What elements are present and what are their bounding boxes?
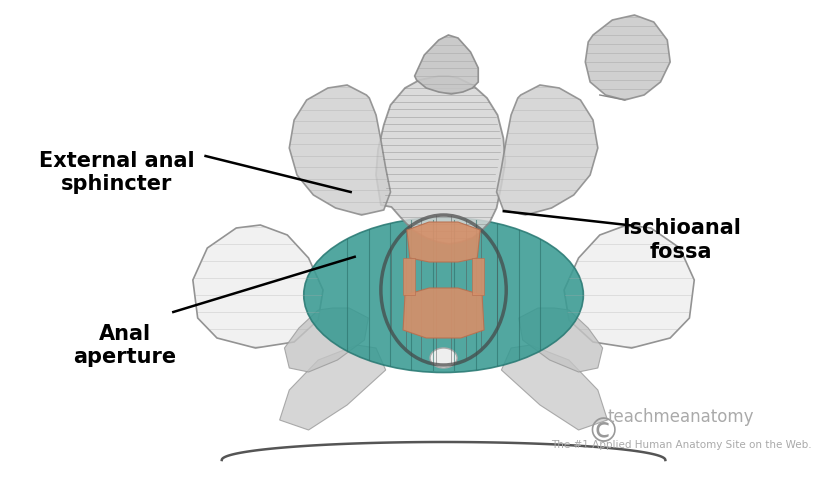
Text: teachmeanatomy: teachmeanatomy: [608, 408, 754, 426]
Polygon shape: [284, 308, 369, 372]
Polygon shape: [376, 76, 505, 244]
Text: External anal
sphincter: External anal sphincter: [39, 151, 195, 194]
Ellipse shape: [430, 348, 457, 368]
Polygon shape: [279, 345, 385, 430]
Polygon shape: [502, 345, 608, 430]
Polygon shape: [403, 288, 484, 338]
Text: ©: ©: [586, 416, 619, 448]
Polygon shape: [193, 225, 323, 348]
Polygon shape: [519, 308, 603, 372]
Polygon shape: [564, 225, 694, 348]
Polygon shape: [497, 85, 598, 215]
Text: The #1 Applied Human Anatomy Site on the Web.: The #1 Applied Human Anatomy Site on the…: [551, 441, 812, 450]
Polygon shape: [403, 258, 415, 295]
Text: Anal
aperture: Anal aperture: [74, 324, 176, 367]
Polygon shape: [585, 15, 670, 100]
Polygon shape: [289, 85, 390, 215]
Ellipse shape: [303, 217, 584, 372]
Text: Ischioanal
fossa: Ischioanal fossa: [622, 218, 741, 262]
Polygon shape: [407, 222, 480, 262]
Polygon shape: [472, 258, 484, 295]
Polygon shape: [415, 35, 478, 94]
